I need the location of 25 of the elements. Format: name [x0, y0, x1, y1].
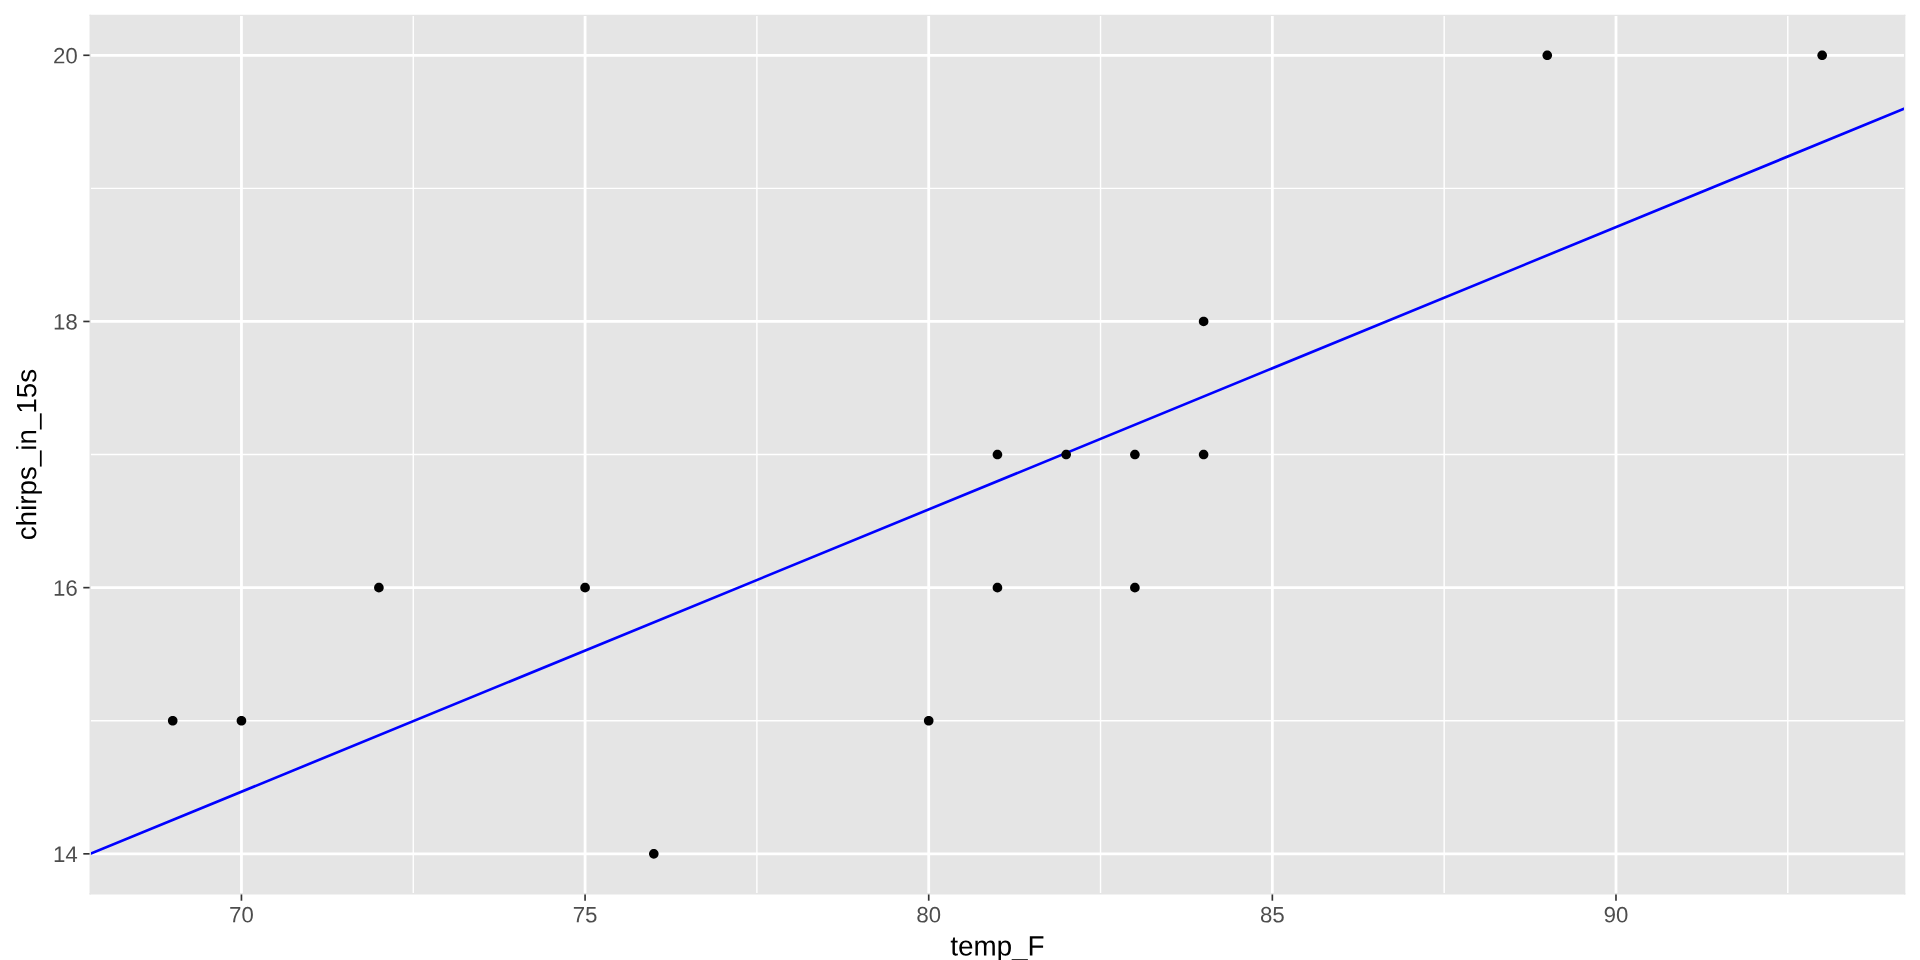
- point: [1542, 50, 1553, 61]
- point: [374, 582, 384, 593]
- point: [580, 582, 590, 593]
- x-tick-label: 80: [917, 906, 941, 923]
- y-tick-label: 16: [54, 580, 77, 596]
- point: [648, 849, 659, 859]
- point: [992, 449, 1003, 460]
- x-tick-label: 75: [573, 907, 597, 923]
- x-tick-label: 85: [1260, 906, 1284, 923]
- point: [1198, 316, 1209, 327]
- point: [167, 715, 178, 726]
- y-axis-title: chirps_in_15s: [16, 369, 42, 540]
- point: [1198, 449, 1209, 460]
- y-tick-label: 18: [54, 314, 77, 330]
- x-tick-label: 70: [230, 906, 253, 923]
- y-tick-label: 20: [54, 47, 77, 64]
- point: [923, 715, 934, 726]
- point: [1130, 449, 1140, 460]
- point: [1817, 50, 1827, 61]
- point: [1061, 449, 1071, 460]
- point: [236, 715, 247, 726]
- point: [1130, 582, 1140, 593]
- y-tick-label: 14: [54, 846, 78, 862]
- x-tick-label: 90: [1604, 906, 1628, 923]
- point: [992, 582, 1003, 593]
